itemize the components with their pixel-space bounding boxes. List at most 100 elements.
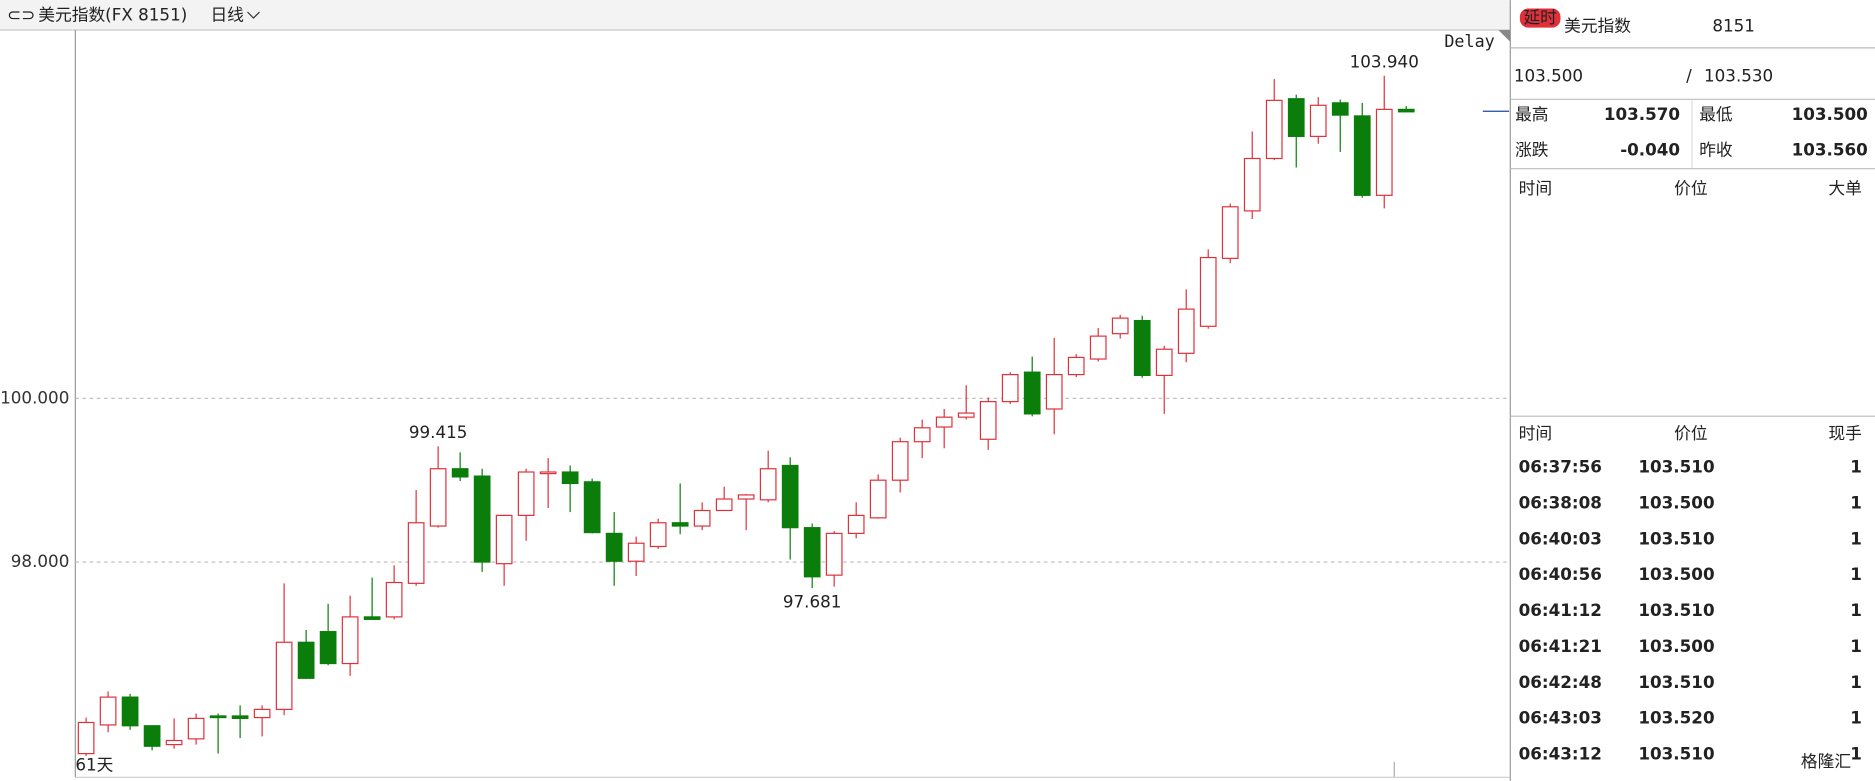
candle-body [715,498,733,512]
candle-body [517,471,535,516]
watermark: 格隆汇 [1801,751,1851,771]
trade-time: 06:37:56 [1519,457,1602,477]
trade-price: 103.510 [1638,672,1714,692]
stat-value: 103.500 [1792,104,1868,124]
trade-price: 103.510 [1638,528,1714,548]
candle-body [957,412,975,418]
stat-value: -0.040 [1620,140,1680,160]
annotation: 103.940 [1350,52,1419,72]
trade-hand: 1 [1850,708,1862,728]
corner [1498,29,1511,42]
candle-body [913,427,931,443]
candle-body [1001,373,1019,403]
candle-body [1155,348,1173,377]
stat-label: 最低 [1699,104,1733,124]
annotation: 99.415 [409,422,468,442]
candle-body [1287,98,1305,137]
candle-body [1089,335,1107,360]
candle-body [99,696,117,726]
candle-body [143,725,161,747]
candle-body [341,616,359,665]
trade-hand: 1 [1850,672,1862,692]
candle-body [935,416,953,428]
y-tick-label: 100.000 [0,387,69,407]
candle-body [363,616,381,620]
candle-body [407,522,425,584]
badge-bg [1519,8,1561,28]
candle-body [1067,356,1085,376]
trade-hand: 1 [1850,600,1862,620]
candle-body [1177,308,1195,354]
quote-name: 美元指数 [1564,15,1631,35]
delay: Delay [1444,31,1494,51]
candle-body [891,441,909,481]
candle-body [1045,373,1063,410]
link-icon[interactable]: ⊂⊃ [7,5,35,25]
candle-body [1265,99,1283,160]
candle-body [605,532,623,562]
dropdown-arrow[interactable] [247,11,260,19]
table-header: 现手 [1828,423,1861,443]
candle-body [319,631,337,665]
candle-body [385,581,403,618]
trade-price: 103.510 [1638,457,1714,477]
trade-hand: 1 [1850,636,1862,656]
trade-price: 103.510 [1638,744,1714,764]
trade-hand: 1 [1850,744,1862,764]
candle-body [539,471,557,475]
candle-body [649,522,667,548]
candle-body [561,471,579,485]
trade-time: 06:41:21 [1519,636,1602,656]
separator: / [1686,66,1692,86]
candle-body [781,464,799,529]
candle-body [1221,206,1239,259]
symbol[interactable]: 美元指数(FX 8151) [38,5,187,25]
candle-body [1199,256,1217,327]
table-header: 时间 [1519,423,1552,443]
toolbar [0,0,1511,30]
candle-body [1023,371,1041,415]
candle-body [187,717,205,740]
candle-body [429,468,447,527]
table-header: 大单 [1828,178,1861,198]
candle-body [1243,157,1261,212]
trade-hand: 1 [1850,493,1862,513]
candle-body [77,721,95,755]
candle-body [627,542,645,562]
candle-body [583,481,601,534]
candle-body [165,739,183,746]
stat-label: 最高 [1515,104,1548,124]
badge: 延时 [1523,7,1557,27]
stat-value: 103.560 [1792,140,1868,160]
table-header: 价位 [1674,423,1707,443]
stat-value: 103.570 [1604,104,1680,124]
candle-body [121,696,139,727]
candle-body [473,475,491,563]
trade-time: 06:43:03 [1519,708,1602,728]
trade-price: 103.500 [1638,493,1714,513]
candle-body [803,527,821,578]
candle-body [759,468,777,501]
table-header: 时间 [1519,178,1552,198]
candle-body [451,468,469,478]
candle-body [1353,115,1371,196]
trade-price: 103.500 [1638,564,1714,584]
trade-price: 103.500 [1638,636,1714,656]
period[interactable]: 日线 [210,5,244,25]
quote-code: 8151 [1712,15,1755,35]
candle-body [1309,104,1327,137]
candle-body [1111,317,1129,335]
candle-body [1397,108,1415,113]
candle-body [979,401,997,440]
y-tick-label: 98.000 [11,551,70,571]
candle-body [671,522,689,527]
trade-time: 06:38:08 [1519,493,1602,513]
candle-body [1375,108,1393,196]
trade-hand: 1 [1850,564,1862,584]
candle-body [737,494,755,500]
candle-body [847,514,865,534]
trade-hand: 1 [1850,457,1862,477]
annotation: 97.681 [783,592,842,612]
candle-body [495,514,513,565]
